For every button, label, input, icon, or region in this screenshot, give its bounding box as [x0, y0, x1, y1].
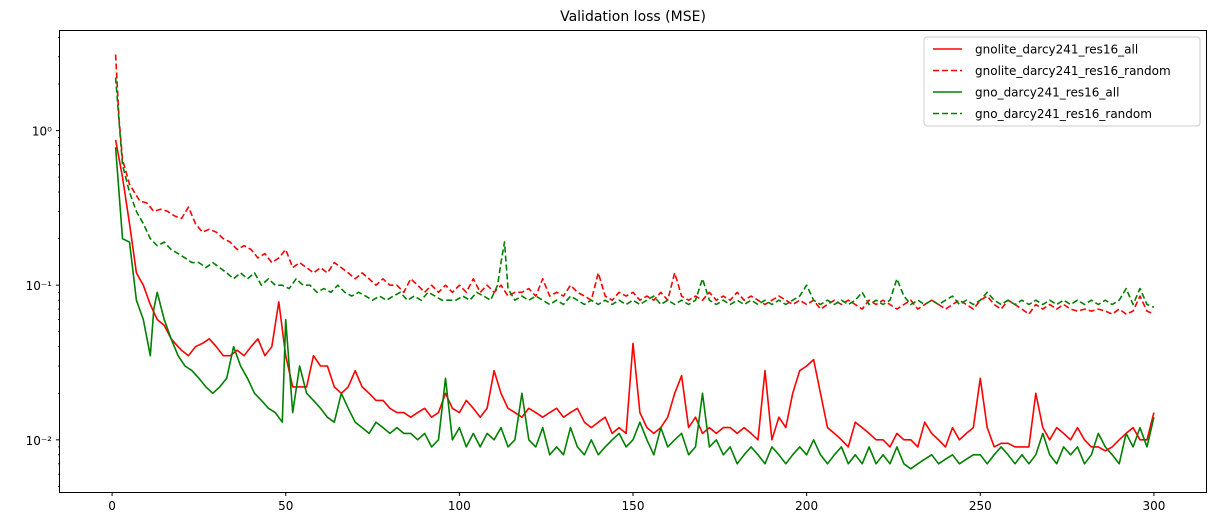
- series-line-4: [114, 77, 1155, 308]
- legend-label-4: gno_darcy241_res16_random: [975, 107, 1152, 121]
- x-tick-label: 100: [448, 499, 471, 513]
- y-axis: 10⁻² 10⁻¹ 10⁰: [26, 37, 60, 487]
- x-tick-label: 200: [795, 499, 818, 513]
- chart-title: Validation loss (MSE): [560, 9, 706, 25]
- x-tick-label: 150: [622, 499, 645, 513]
- series-line-1: [114, 139, 1155, 452]
- legend: gnolite_darcy241_res16_all gnolite_darcy2…: [923, 36, 1201, 127]
- y-tick-label: 10⁻²: [26, 434, 53, 448]
- series-layer: [114, 54, 1155, 470]
- legend-label-3: gno_darcy241_res16_all: [975, 86, 1119, 100]
- legend-box: [923, 36, 1201, 127]
- x-axis: 0 50 100 150 200 250 300: [108, 492, 1165, 513]
- y-tick-label: 10⁻¹: [26, 279, 53, 293]
- series-line-3: [114, 147, 1155, 470]
- x-tick-label: 50: [278, 499, 293, 513]
- legend-label-2: gnolite_darcy241_res16_random: [975, 64, 1171, 78]
- x-tick-label: 0: [108, 499, 116, 513]
- x-tick-label: 250: [969, 499, 992, 513]
- x-tick-label: 300: [1142, 499, 1165, 513]
- legend-label-1: gnolite_darcy241_res16_all: [975, 43, 1138, 57]
- y-tick-label: 10⁰: [32, 125, 52, 139]
